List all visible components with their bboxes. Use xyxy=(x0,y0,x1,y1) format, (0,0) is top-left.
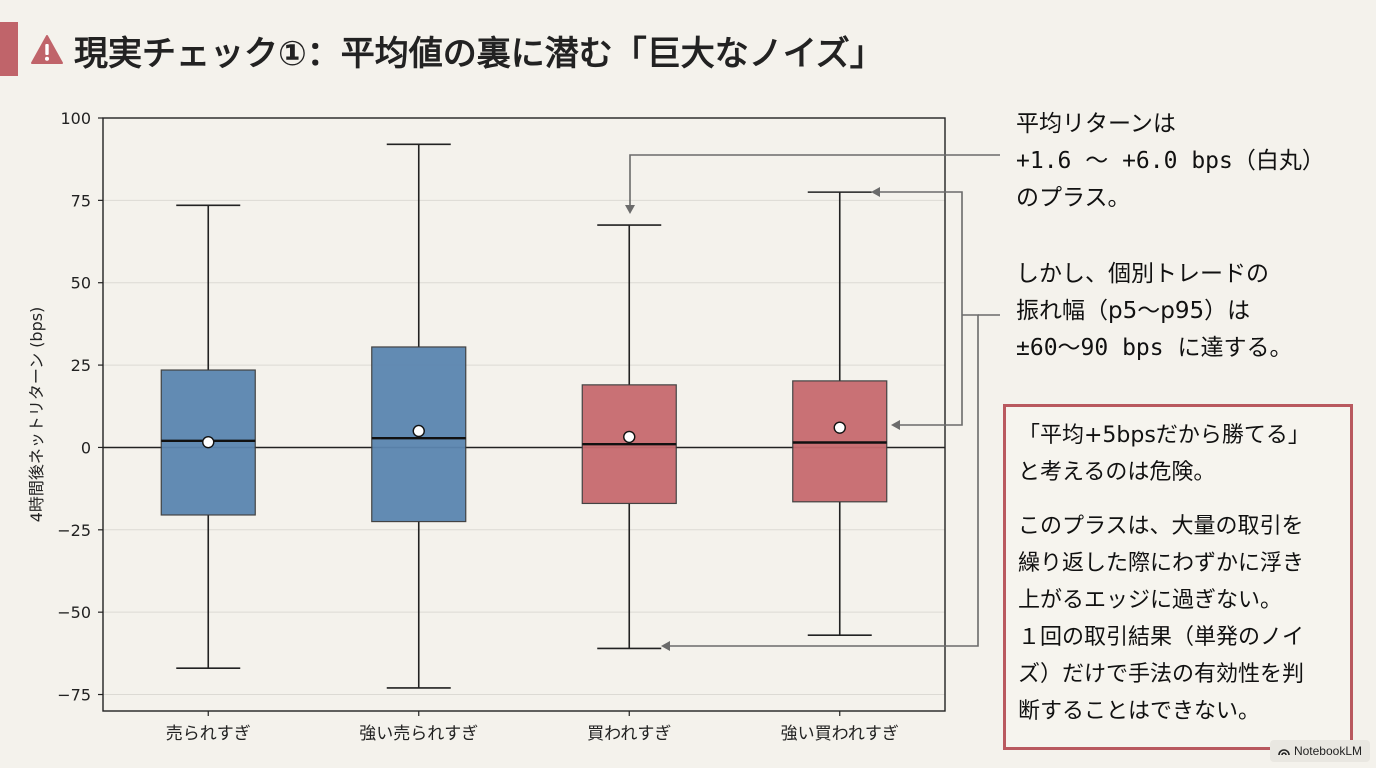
mean-note-line2: +1.6 〜 +6.0 bps（白丸） xyxy=(1016,148,1325,174)
annotation-connector xyxy=(670,314,979,647)
mean-note-line1: 平均リターンは xyxy=(1016,111,1176,137)
y-tick-label: −25 xyxy=(57,521,91,540)
annotation-arrowhead xyxy=(891,420,900,430)
y-tick-label: 25 xyxy=(71,356,91,375)
spread-note-line2: 振れ幅（p5〜p95）は xyxy=(1016,298,1251,324)
mean-note-line3: のプラス。 xyxy=(1016,185,1131,211)
mean-marker xyxy=(202,435,215,449)
y-tick-label: 50 xyxy=(71,274,91,293)
box-plot-chart: −75 −50 −25 0 25 50 75 100 売られすぎ 強い売られすぎ 買われすぎ 強い買わ… xyxy=(27,109,1000,744)
x-tick-label: 強い売られすぎ xyxy=(359,724,478,744)
y-tick-label: 0 xyxy=(81,438,91,457)
x-tick-label: 強い買われすぎ xyxy=(781,724,899,744)
annotation-arrowhead xyxy=(625,205,635,214)
spread-note-line1: しかし、個別トレードの xyxy=(1016,261,1269,287)
mean-note: 平均リターンは +1.6 〜 +6.0 bps（白丸） のプラス。 xyxy=(1016,106,1325,217)
x-tick-label: 買われすぎ xyxy=(587,724,671,744)
mean-marker xyxy=(833,421,846,434)
y-tick-label: 75 xyxy=(71,191,91,210)
notebooklm-badge: NotebookLM xyxy=(1269,740,1370,762)
y-axis-label: 4時間後ネットリターン (bps) xyxy=(27,307,46,523)
y-tick-label: −75 xyxy=(57,686,91,705)
annotation-connector xyxy=(629,154,1000,205)
plot-frame xyxy=(102,117,946,712)
mean-marker xyxy=(623,430,636,444)
title-accent-bar xyxy=(0,22,18,76)
x-tick-label: 売られすぎ xyxy=(166,724,251,744)
spread-note-line3: ±60〜90 bps に達する。 xyxy=(1016,335,1293,361)
page-title-row: 現実チェック①：平均値の裏に潜む「巨大なノイズ」 xyxy=(30,26,884,74)
warning-callout: 「平均+5bpsだから勝てる」 と考えるのは危険。 このプラスは、大量の取引を … xyxy=(1003,404,1353,750)
annotation-connector xyxy=(880,191,963,426)
brand-label: NotebookLM xyxy=(1293,744,1362,758)
warning-icon xyxy=(30,34,64,66)
callout-quote: 「平均+5bpsだから勝てる」 と考えるのは危険。 xyxy=(1018,423,1310,485)
notebooklm-logo-icon xyxy=(1278,749,1290,756)
page-title: 現実チェック①：平均値の裏に潜む「巨大なノイズ」 xyxy=(74,33,884,74)
callout-body: このプラスは、大量の取引を 繰り返した際にわずかに浮き 上がるエッジに過ぎない。… xyxy=(1018,514,1305,724)
y-tick-label: −50 xyxy=(57,603,91,622)
annotation-arrowhead xyxy=(661,641,670,651)
y-tick-label: 100 xyxy=(60,109,91,128)
annotation-arrowhead xyxy=(871,187,880,197)
mean-marker xyxy=(412,424,425,438)
spread-note: しかし、個別トレードの 振れ幅（p5〜p95）は ±60〜90 bps に達する… xyxy=(1016,256,1292,367)
